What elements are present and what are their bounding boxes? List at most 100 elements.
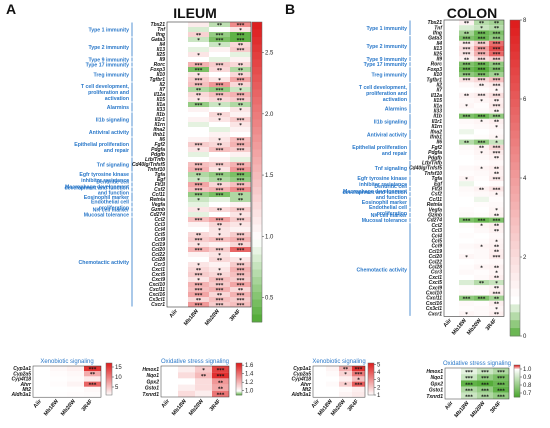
heatmap-cell	[489, 191, 504, 197]
colorbar-segment	[514, 369, 520, 371]
category-label: and function	[98, 191, 129, 197]
heatmap-cell	[444, 35, 459, 41]
heatmap-cell	[474, 129, 489, 135]
column-label: Mb18W	[183, 308, 200, 327]
gene-label: Ifng	[433, 30, 442, 36]
heatmap-cell	[167, 162, 188, 167]
heatmap-cell	[209, 212, 230, 217]
gene-label: Foxp3	[427, 67, 442, 73]
heatmap-cell	[230, 32, 251, 37]
significance-marker: ***	[237, 183, 245, 189]
heatmap-cell	[167, 57, 188, 62]
gene-label: Flt3l	[155, 182, 166, 188]
small-heatmap-cell	[67, 392, 84, 398]
significance-marker: ***	[237, 248, 245, 254]
heatmap-cell	[230, 222, 251, 227]
heatmap-cell	[230, 237, 251, 242]
significance-marker: ***	[478, 42, 486, 48]
colorbar-segment	[514, 391, 520, 393]
heatmap-cell	[489, 259, 504, 265]
heatmap-cell	[209, 222, 230, 227]
heatmap-cell	[188, 157, 209, 162]
colorbar-segment	[106, 386, 112, 388]
heatmap-cell	[230, 87, 251, 92]
gene-label: Tgfbr1	[149, 77, 165, 83]
small-heatmap-cell	[33, 381, 50, 387]
colorbar-tick-label: 1.0	[245, 389, 254, 395]
colorbar-tick-label: 0.5	[265, 296, 274, 302]
gene-label: Ltb/Tnfb	[145, 157, 165, 163]
small-column-label: Aiir	[33, 398, 44, 410]
colorbar-segment	[106, 391, 112, 393]
heatmap-cell	[459, 98, 474, 104]
colorbar-segment	[252, 314, 262, 323]
significance-marker: ***	[463, 73, 471, 79]
gene-label: Tgfbr1	[426, 77, 442, 83]
small-heatmap-cell	[326, 392, 339, 398]
heatmap-cell	[474, 290, 489, 296]
small-heatmap-title: Oxidative stress signaling	[161, 359, 229, 365]
small-heatmap-cell	[493, 374, 509, 381]
heatmap-cell	[459, 274, 474, 280]
heatmap-cell	[188, 127, 209, 132]
heatmap-cell	[230, 302, 251, 307]
small-heatmap-cell	[212, 390, 229, 397]
ileum-title: ILEUM	[173, 5, 217, 21]
significance-marker: **	[494, 213, 500, 219]
heatmap-cell	[459, 259, 474, 265]
colorbar-tick-label: 1.2	[245, 380, 254, 386]
heatmap-cell	[230, 77, 251, 82]
heatmap-cell	[188, 37, 209, 42]
significance-marker: ***	[493, 94, 501, 100]
small-heatmap-title: Xenobiotic signaling	[40, 359, 93, 365]
significance-marker: *	[239, 28, 242, 34]
colorbar-segment	[510, 320, 520, 329]
heatmap-cell	[230, 22, 251, 27]
heatmap-cell	[230, 232, 251, 237]
heatmap-cell	[459, 61, 474, 67]
significance-marker: **	[238, 43, 244, 49]
significance-marker: ***	[216, 303, 224, 309]
small-heatmap-cell	[352, 366, 365, 372]
significance-marker: **	[196, 93, 202, 99]
colorbar-segment	[514, 365, 520, 367]
category-label: development and function	[342, 190, 407, 196]
small-significance-marker: **	[90, 372, 96, 378]
colorbar-segment	[510, 304, 520, 313]
small-significance-marker: ***	[355, 383, 363, 389]
category-label: T cell development,	[359, 85, 408, 91]
heatmap-cell	[459, 295, 474, 301]
category-label: Treg immunity	[372, 73, 408, 79]
small-gene-label: Cyp4f18	[12, 377, 32, 383]
gene-label: Egf	[157, 177, 166, 183]
significance-marker: **	[494, 73, 500, 79]
colorbar-segment	[106, 392, 112, 394]
colorbar-segment	[514, 389, 520, 391]
colorbar-tick-label: 5	[377, 363, 381, 369]
gene-label: Il25	[157, 52, 166, 58]
small-heatmap-cell	[313, 366, 326, 372]
heatmap-cell	[209, 272, 230, 277]
gene-label: Ccl5	[431, 238, 442, 244]
colorbar-tick-label: 2.0	[265, 112, 274, 118]
significance-marker: ***	[216, 88, 224, 94]
gene-label: Rorc	[431, 62, 443, 68]
significance-marker: ***	[237, 168, 245, 174]
colorbar-segment	[510, 312, 520, 321]
heatmap-cell	[167, 282, 188, 287]
heatmap-cell	[489, 118, 504, 124]
small-heatmap-cell	[339, 376, 352, 382]
heatmap-cell	[474, 186, 489, 192]
gene-label: Ccl19	[152, 242, 166, 248]
heatmap-cell	[167, 167, 188, 172]
heatmap-cell	[209, 217, 230, 222]
significance-marker: *	[197, 178, 200, 184]
heatmap-cell	[444, 212, 459, 218]
colorbar-segment	[368, 392, 374, 394]
heatmap-cell	[230, 127, 251, 132]
significance-marker: ***	[478, 115, 486, 121]
colorbar-segment	[236, 391, 242, 393]
small-significance-marker: ***	[481, 395, 489, 401]
small-heatmap-cell	[461, 368, 477, 375]
category-label: Epithelial proliferation	[352, 145, 407, 151]
